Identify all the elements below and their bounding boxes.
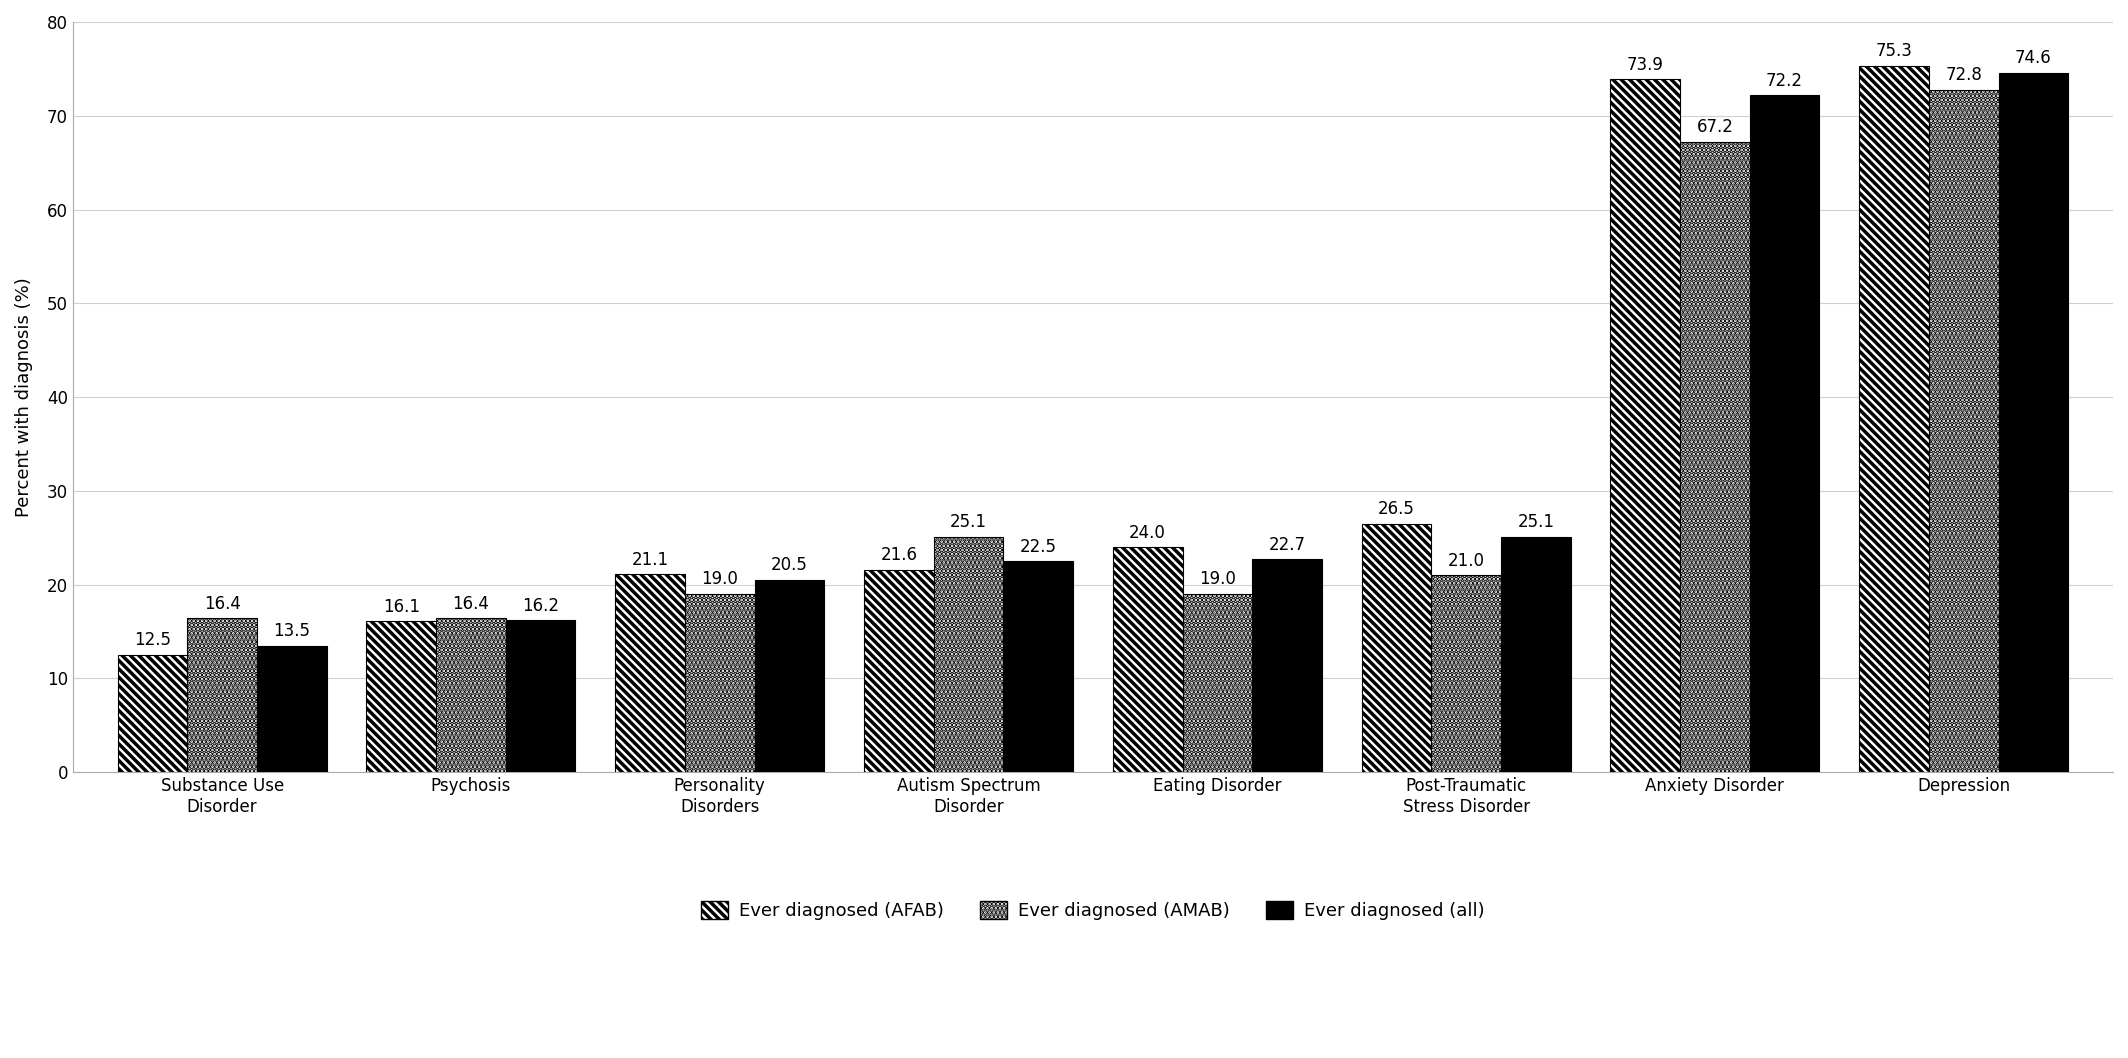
Bar [1251,560,1321,772]
Text: 72.8: 72.8 [1945,66,1981,84]
Text: 16.4: 16.4 [204,595,240,613]
Bar [685,594,755,772]
Text: 16.4: 16.4 [453,595,489,613]
Bar [436,618,506,772]
Bar [117,655,187,772]
Text: 21.1: 21.1 [632,551,668,569]
Text: 22.5: 22.5 [1019,537,1058,555]
Y-axis label: Percent with diagnosis (%): Percent with diagnosis (%) [15,277,34,517]
Text: 21.6: 21.6 [881,546,917,564]
Text: 26.5: 26.5 [1379,500,1415,518]
Bar [366,621,436,772]
Text: 67.2: 67.2 [1696,118,1734,136]
Bar [257,645,326,772]
Bar [1611,79,1681,772]
Bar [1998,73,2068,772]
Bar [1681,142,1749,772]
Bar [934,536,1004,772]
Bar [506,620,575,772]
Bar [864,569,934,772]
Bar [1432,576,1500,772]
Bar [755,580,824,772]
Bar [615,574,685,772]
Text: 72.2: 72.2 [1766,72,1802,90]
Text: 20.5: 20.5 [770,557,809,574]
Bar [1113,547,1183,772]
Text: 75.3: 75.3 [1875,42,1913,60]
Text: 22.7: 22.7 [1268,535,1304,553]
Text: 13.5: 13.5 [272,622,311,640]
Text: 16.1: 16.1 [383,598,419,616]
Text: 24.0: 24.0 [1130,524,1166,542]
Bar [1500,536,1570,772]
Bar [1749,95,1819,772]
Text: 25.1: 25.1 [949,513,987,531]
Text: 21.0: 21.0 [1447,551,1485,569]
Text: 19.0: 19.0 [1198,570,1236,588]
Legend: Ever diagnosed (AFAB), Ever diagnosed (AMAB), Ever diagnosed (all): Ever diagnosed (AFAB), Ever diagnosed (A… [694,894,1492,928]
Text: 12.5: 12.5 [134,632,170,650]
Text: 16.2: 16.2 [521,597,560,615]
Text: 19.0: 19.0 [702,570,738,588]
Bar [1362,524,1432,772]
Bar [1004,561,1073,772]
Text: 25.1: 25.1 [1517,513,1553,531]
Text: 73.9: 73.9 [1626,56,1664,74]
Bar [1183,594,1251,772]
Bar [1860,66,1928,772]
Text: 74.6: 74.6 [2015,49,2051,67]
Bar [1928,90,1998,772]
Bar [187,618,257,772]
